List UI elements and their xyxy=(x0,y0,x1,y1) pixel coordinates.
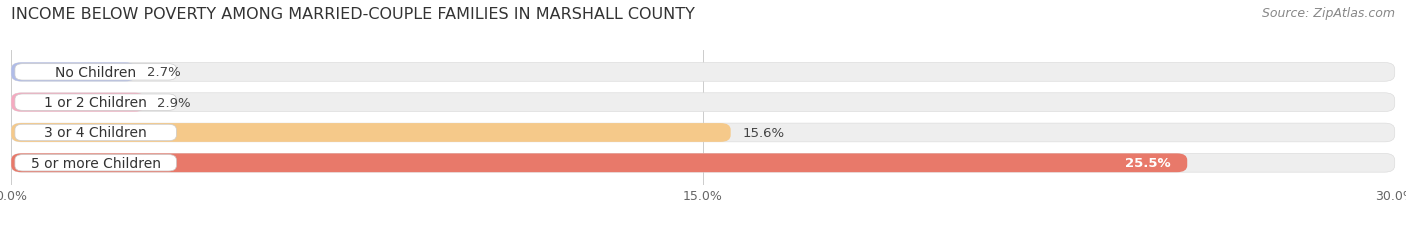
FancyBboxPatch shape xyxy=(11,154,1187,172)
FancyBboxPatch shape xyxy=(11,124,731,142)
FancyBboxPatch shape xyxy=(15,94,176,111)
Text: 1 or 2 Children: 1 or 2 Children xyxy=(44,96,148,110)
FancyBboxPatch shape xyxy=(11,124,1395,142)
Text: Source: ZipAtlas.com: Source: ZipAtlas.com xyxy=(1261,7,1395,20)
FancyBboxPatch shape xyxy=(11,63,136,82)
FancyBboxPatch shape xyxy=(11,93,1395,112)
FancyBboxPatch shape xyxy=(15,64,176,81)
FancyBboxPatch shape xyxy=(11,154,1395,172)
Text: 25.5%: 25.5% xyxy=(1125,157,1171,170)
Text: 2.9%: 2.9% xyxy=(156,96,190,109)
Text: 3 or 4 Children: 3 or 4 Children xyxy=(44,126,148,140)
Text: INCOME BELOW POVERTY AMONG MARRIED-COUPLE FAMILIES IN MARSHALL COUNTY: INCOME BELOW POVERTY AMONG MARRIED-COUPL… xyxy=(11,7,695,22)
Text: 5 or more Children: 5 or more Children xyxy=(31,156,160,170)
Text: 2.7%: 2.7% xyxy=(148,66,181,79)
FancyBboxPatch shape xyxy=(11,63,1395,82)
FancyBboxPatch shape xyxy=(15,125,176,141)
Text: 15.6%: 15.6% xyxy=(742,126,785,139)
Text: No Children: No Children xyxy=(55,66,136,79)
FancyBboxPatch shape xyxy=(11,93,145,112)
FancyBboxPatch shape xyxy=(15,155,176,171)
